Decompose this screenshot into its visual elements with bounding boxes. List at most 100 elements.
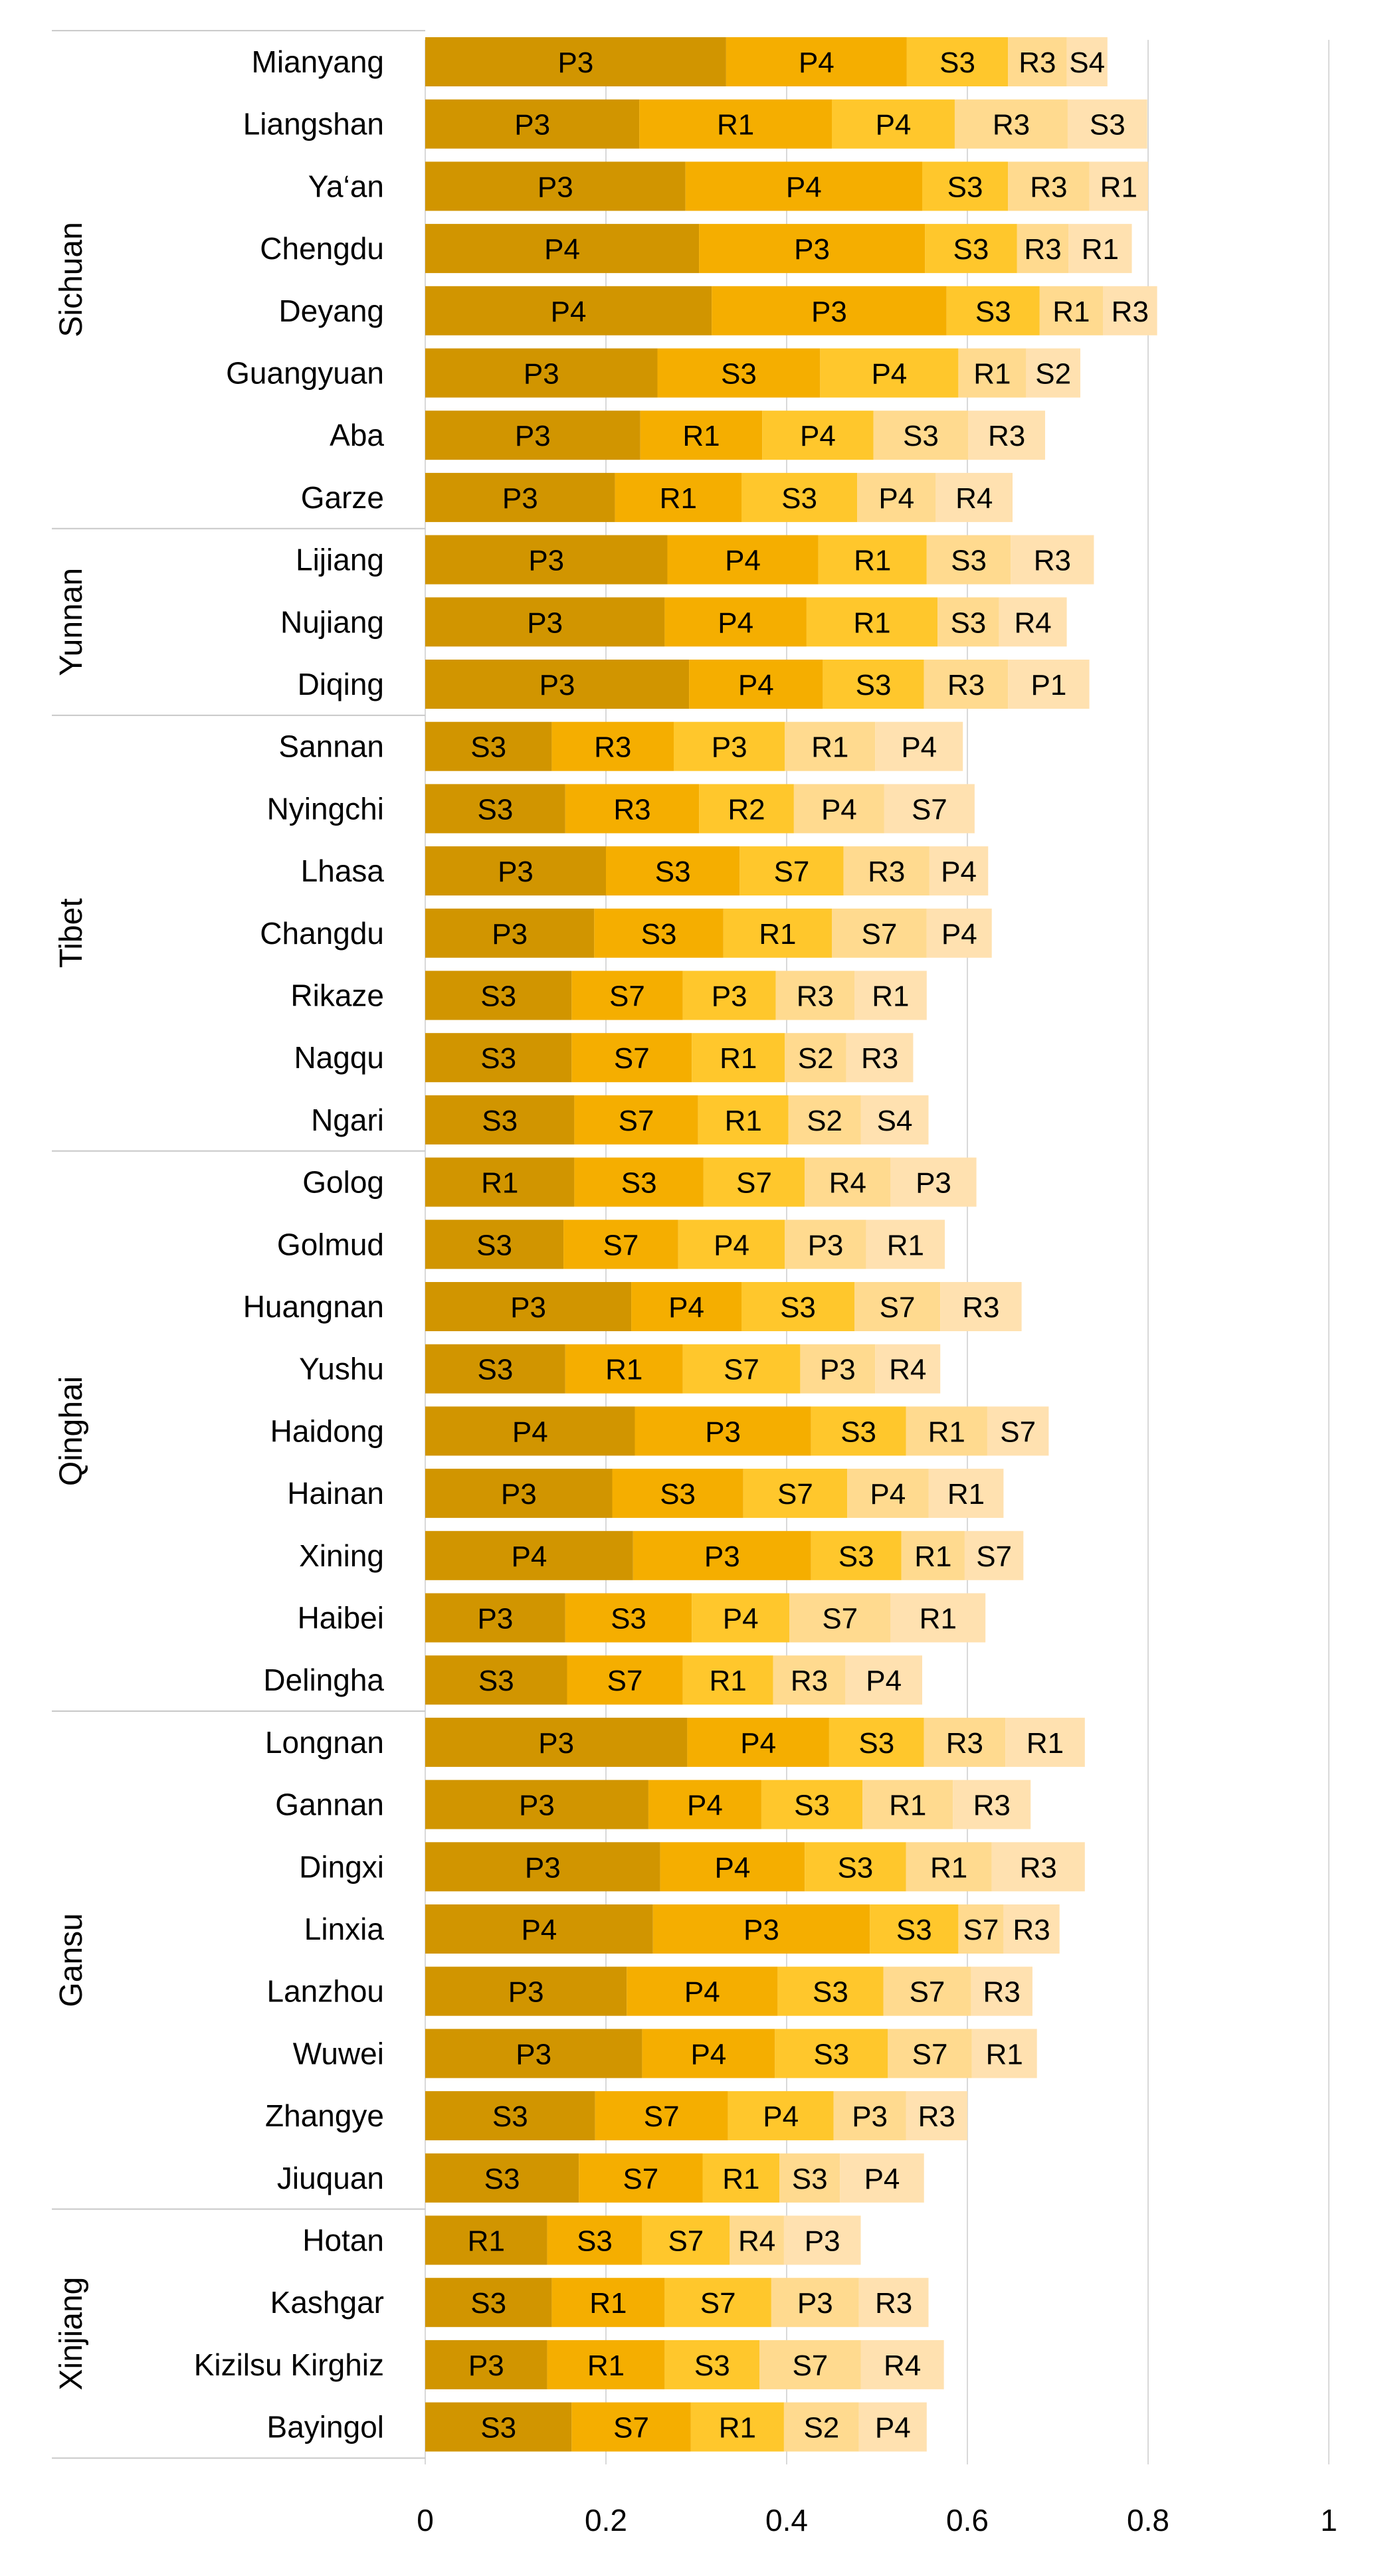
segment-label: R1 xyxy=(717,109,754,141)
segment-label: P4 xyxy=(941,918,977,951)
segment-label: S3 xyxy=(1090,109,1126,141)
bar-segment xyxy=(785,721,876,771)
segment-label: R3 xyxy=(613,793,650,826)
bar-segment xyxy=(823,660,924,709)
segment-label: P4 xyxy=(870,1478,906,1511)
bar-segment xyxy=(884,784,975,834)
segment-label: R3 xyxy=(868,856,905,888)
row-label: Deyang xyxy=(278,294,384,328)
bar-segment xyxy=(805,1842,906,1892)
bar-segment xyxy=(425,2091,595,2141)
bar-segment xyxy=(612,1469,743,1518)
segment-label: R3 xyxy=(1013,1914,1050,1946)
segment-label: P4 xyxy=(718,606,753,639)
segment-label: R1 xyxy=(719,2412,756,2444)
bar-segment xyxy=(425,784,565,834)
row-label: Yushu xyxy=(299,1352,384,1386)
segment-label: S3 xyxy=(840,1416,876,1448)
bar-segment xyxy=(833,2091,906,2141)
segment-label: S3 xyxy=(476,1229,512,1261)
bar-segment xyxy=(1068,224,1132,274)
segment-label: R1 xyxy=(1052,296,1090,328)
segment-label: S4 xyxy=(877,1105,913,1137)
bar-segment xyxy=(968,411,1045,460)
segment-label: P4 xyxy=(941,856,977,888)
bar-segment xyxy=(640,411,763,460)
bar-segment xyxy=(811,1406,906,1456)
row-label: Golog xyxy=(302,1165,384,1200)
segment-label: P4 xyxy=(521,1914,557,1946)
segment-label: P3 xyxy=(524,358,559,391)
bar-segment xyxy=(425,472,615,522)
segment-label: S3 xyxy=(837,1851,873,1884)
segment-label: S7 xyxy=(623,2163,658,2195)
bar-segment xyxy=(712,286,947,335)
segment-label: R1 xyxy=(660,482,697,515)
x-tick-label: 0 xyxy=(417,2503,434,2537)
segment-label: S3 xyxy=(792,2163,828,2195)
segment-label: S7 xyxy=(912,2038,948,2070)
segment-label: P4 xyxy=(725,545,761,577)
bar-segment xyxy=(1005,1717,1085,1767)
segment-label: R4 xyxy=(829,1167,866,1200)
segment-label: P3 xyxy=(502,482,538,515)
row-label: Garze xyxy=(301,480,384,515)
segment-label: S7 xyxy=(822,1603,858,1635)
row-label: Chengdu xyxy=(260,231,384,266)
segment-label: P4 xyxy=(714,1851,750,1884)
bar-segment xyxy=(547,2215,642,2265)
bar-segment xyxy=(987,1406,1049,1456)
bar-segment xyxy=(595,2091,728,2141)
segment-label: R1 xyxy=(709,1665,746,1697)
segment-label: R3 xyxy=(1024,233,1061,266)
segment-label: R1 xyxy=(920,1603,957,1635)
bar-segment xyxy=(425,2153,579,2203)
row-label: Kizilsu Kirghiz xyxy=(194,2347,384,2382)
segment-label: R3 xyxy=(988,420,1025,452)
segment-label: P4 xyxy=(866,1665,902,1697)
segment-label: S7 xyxy=(668,2225,704,2258)
bar-segment xyxy=(726,37,907,86)
bar-segment xyxy=(425,2340,547,2389)
bar-segment xyxy=(860,1095,929,1145)
segment-label: S3 xyxy=(950,606,986,639)
bar-segment xyxy=(728,2091,834,2141)
bar-segment xyxy=(690,2402,784,2452)
row-label: Huangnan xyxy=(243,1289,384,1324)
row-label: Gannan xyxy=(275,1788,384,1822)
segment-label: P3 xyxy=(743,1914,779,1946)
segment-label: P4 xyxy=(878,482,914,515)
segment-label: R3 xyxy=(1112,296,1149,328)
bar-segment xyxy=(425,1966,627,2016)
bar-segment xyxy=(633,1530,811,1580)
segment-label: P3 xyxy=(811,296,847,328)
row-label: Linxia xyxy=(304,1912,385,1946)
segment-label: S7 xyxy=(607,1665,643,1697)
segment-label: S4 xyxy=(1069,46,1105,79)
bar-segment xyxy=(789,1593,891,1643)
segment-label: R3 xyxy=(1019,46,1056,79)
segment-label: P3 xyxy=(525,1851,561,1884)
segment-label: R3 xyxy=(946,1727,983,1760)
bar-segment xyxy=(806,597,938,647)
segment-label: R3 xyxy=(797,980,834,1013)
segment-label: S3 xyxy=(896,1914,932,1946)
bar-segment xyxy=(946,286,1040,335)
segment-label: S3 xyxy=(470,731,506,764)
segment-label: S2 xyxy=(1035,358,1071,391)
bar-segment xyxy=(873,411,969,460)
bar-segment xyxy=(574,1095,698,1145)
bar-segment xyxy=(1103,286,1157,335)
x-tick-label: 0.8 xyxy=(1127,2503,1169,2537)
x-tick-label: 0.2 xyxy=(585,2503,627,2537)
segment-label: P3 xyxy=(527,606,563,639)
segment-label: S3 xyxy=(781,482,817,515)
bar-segment xyxy=(425,348,658,398)
bar-segment xyxy=(800,1344,876,1394)
row-label: Mianyang xyxy=(252,45,384,79)
segment-label: S3 xyxy=(478,1665,514,1697)
bar-segment xyxy=(954,99,1068,149)
x-tick-label: 0.4 xyxy=(765,2503,808,2537)
bar-segment xyxy=(425,1157,575,1207)
bar-segment xyxy=(664,2278,771,2328)
